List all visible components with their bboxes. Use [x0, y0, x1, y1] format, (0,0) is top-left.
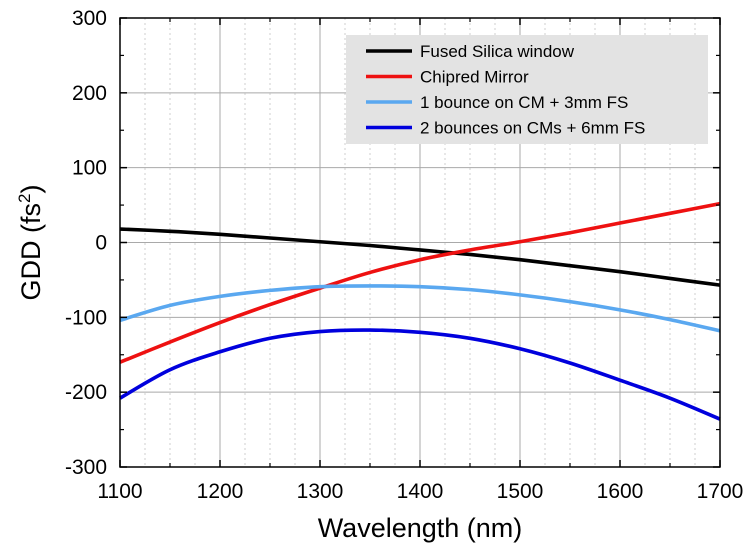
x-tick-label: 1100: [97, 480, 142, 503]
x-tick-label: 1700: [697, 480, 744, 503]
legend-label: 2 bounces on CMs + 6mm FS: [420, 119, 645, 138]
y-tick-label: 200: [72, 82, 107, 105]
y-tick-label: 300: [72, 7, 107, 30]
x-tick-label: 1600: [597, 480, 644, 503]
x-tick-label: 1300: [297, 480, 344, 503]
y-tick-label: -200: [65, 381, 107, 404]
series-line-1: [119, 227, 721, 287]
series-layer: [119, 201, 721, 421]
series-line-4: [119, 328, 721, 421]
x-axis-title: Wavelength (nm): [318, 513, 523, 543]
y-axis-title: GDD (fs2): [15, 185, 46, 301]
axis-ticks: 1100 1200 1300 1400 1500 1600 1700 -300 -200 -100…: [65, 7, 743, 503]
y-axis-title-base: GDD (fs: [16, 203, 46, 301]
y-tick-label: -300: [65, 456, 107, 479]
x-tick-label: 1500: [497, 480, 544, 503]
y-axis-title-superscript: 2: [15, 194, 34, 203]
series-line-2: [119, 201, 721, 364]
y-tick-label: -100: [65, 306, 107, 329]
series-line-3: [119, 284, 721, 333]
y-axis-title-close: ): [16, 185, 46, 194]
y-tick-label: 100: [72, 157, 107, 180]
x-tick-label: 1200: [197, 480, 244, 503]
legend-label: Fused Silica window: [420, 42, 575, 61]
legend-label: Chipred Mirror: [420, 68, 529, 87]
legend-label: 1 bounce on CM + 3mm FS: [420, 93, 628, 112]
x-tick-label: 1400: [397, 480, 444, 503]
legend: Fused Silica window Chipred Mirror 1 bounc…: [346, 35, 708, 144]
y-tick-label: 0: [95, 232, 107, 255]
